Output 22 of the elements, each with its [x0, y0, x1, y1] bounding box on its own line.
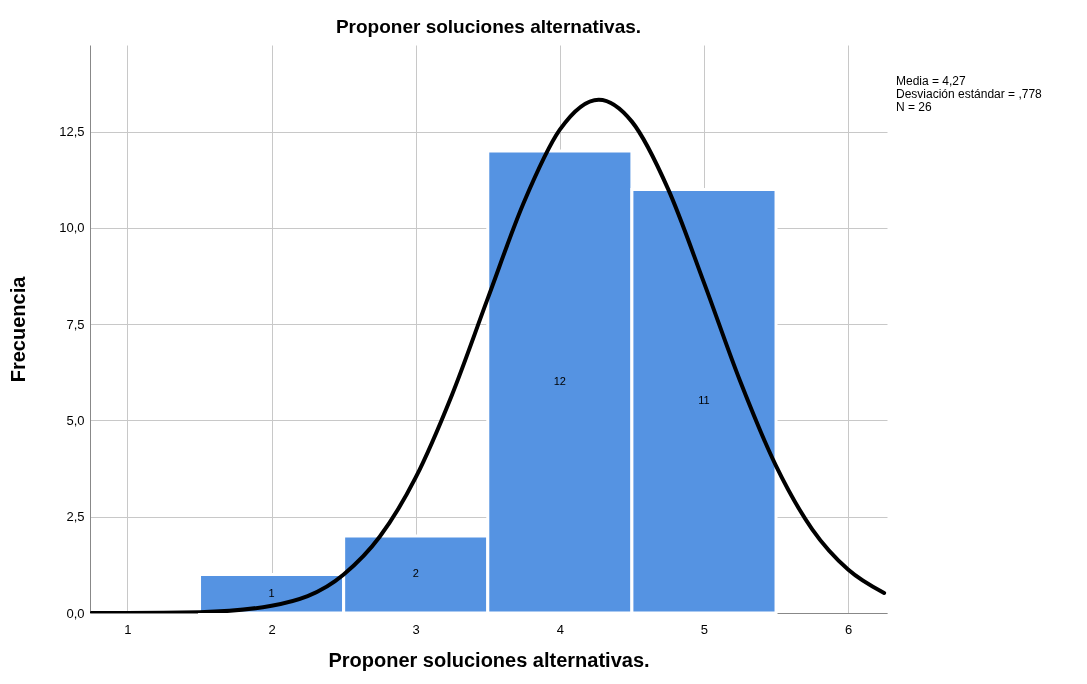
text: N = 26: [896, 100, 933, 114]
y-tick-label: 5,0: [66, 412, 85, 428]
y-tick-label: 0,0: [66, 605, 85, 621]
y-axis-title: Frecuencia: [7, 275, 30, 383]
x-axis-title: Proponer soluciones alternativas.: [328, 648, 650, 671]
text: Desviación estándar = ,778: [896, 87, 1043, 101]
x-tick-label: 2: [268, 621, 276, 637]
y-tick-label: 12,5: [59, 124, 85, 140]
text: Media = 4,27: [896, 74, 967, 88]
data-label: 12: [553, 374, 566, 387]
data-label: 11: [698, 394, 710, 407]
y-tick-label: 7,5: [66, 316, 85, 332]
y-tick-label: 10,0: [59, 220, 85, 236]
x-tick-label: 6: [844, 621, 853, 637]
data-label: 2: [412, 567, 419, 580]
chart-title: Proponer soluciones alternativas.: [335, 16, 642, 37]
x-tick-label: 4: [556, 621, 564, 637]
x-tick-label: 3: [412, 621, 420, 637]
x-tick-label: 5: [700, 621, 709, 637]
data-label: 1: [268, 586, 275, 599]
y-tick-label: 2,5: [66, 509, 85, 525]
x-tick-label: 1: [124, 621, 132, 637]
